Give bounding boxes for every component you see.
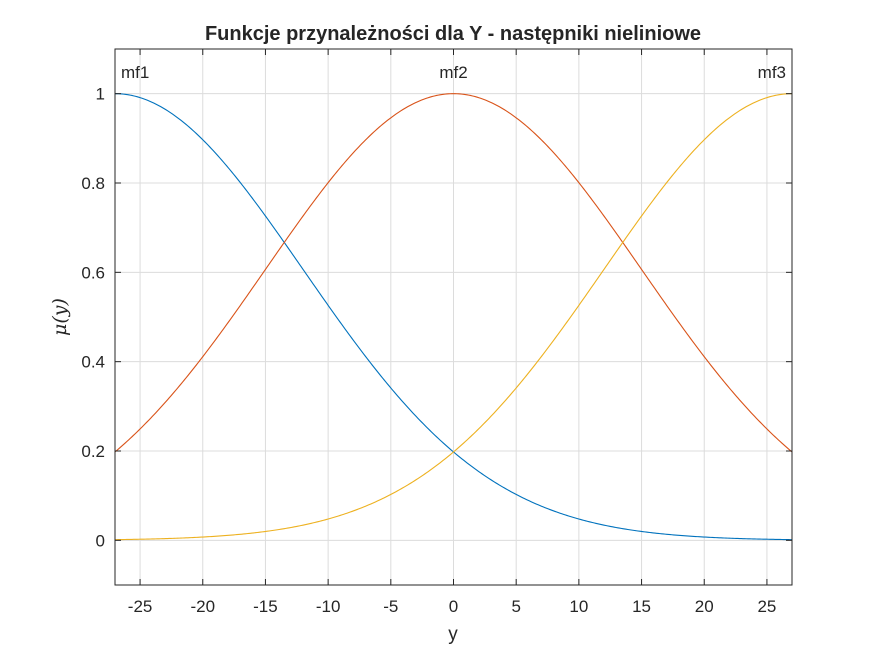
mf-label-layer: mf1 mf2 mf3 [121,63,786,82]
y-tick-label: 0 [96,531,105,550]
tick-layer: -25 -20 -15 -10 -5 0 5 10 15 20 25 0 0.2 0.4 0.6 0.8 1 [81,49,792,616]
mf-label-mf1: mf1 [121,63,149,82]
x-tick-label: -20 [190,597,215,616]
y-tick-label: 1 [96,85,105,104]
x-tick-label: 15 [632,597,651,616]
mf-label-mf2: mf2 [439,63,467,82]
x-tick-label: 5 [511,597,520,616]
y-tick-label: 0.2 [81,442,105,461]
x-tick-label: -5 [383,597,398,616]
x-tick-label: 20 [695,597,714,616]
x-axis-label: y [448,624,458,645]
curve-layer [114,93,793,541]
y-tick-label: 0.8 [81,174,105,193]
x-tick-label: 25 [757,597,776,616]
mf-label-mf3: mf3 [758,63,786,82]
x-tick-label: -25 [128,597,153,616]
x-tick-label: -15 [253,597,278,616]
grid-layer [115,49,792,585]
y-tick-label: 0.6 [81,263,105,282]
x-tick-label: -10 [316,597,341,616]
series-line-mf2 [114,93,793,453]
x-tick-label: 0 [449,597,458,616]
series-line-mf3 [114,93,793,541]
y-axis-label: μ(y) [49,298,71,336]
y-tick-label: 0.4 [81,353,105,372]
x-tick-label: 10 [569,597,588,616]
chart-title: Funkcje przynależności dla Y - następnik… [205,23,701,45]
